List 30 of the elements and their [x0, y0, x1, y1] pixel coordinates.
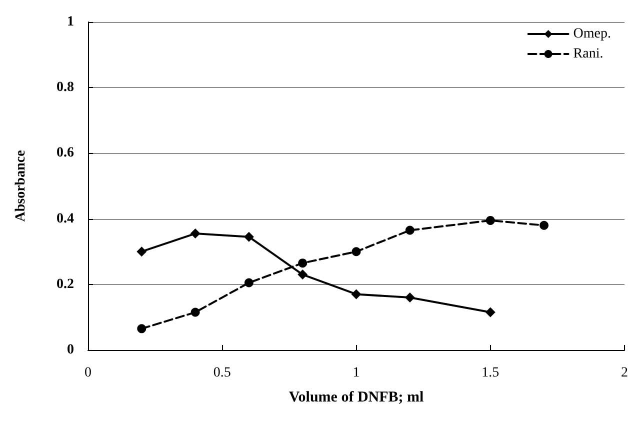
- y-tick-label: 0.8: [56, 80, 74, 96]
- point: [298, 270, 308, 280]
- point: [404, 292, 415, 303]
- y-axis-title: Absorbance: [14, 150, 28, 222]
- point: [486, 216, 495, 225]
- point: [405, 226, 414, 235]
- point: [298, 258, 308, 268]
- x-axis-title: Volume of DNFB; ml: [288, 390, 424, 406]
- x-tick-label: 1: [352, 366, 360, 380]
- y-tick-label: 0: [67, 342, 74, 358]
- x-tick-label: 2: [621, 366, 628, 380]
- point: [244, 278, 254, 288]
- point: [190, 308, 200, 317]
- point: [190, 228, 200, 239]
- point: [485, 307, 496, 318]
- y-tick-label: 0.4: [56, 211, 74, 226]
- x-tick-label: 0.5: [213, 366, 231, 380]
- y-tick-label: 0.6: [56, 146, 74, 161]
- legend-label: Omep.: [573, 26, 612, 42]
- point: [351, 289, 362, 300]
- point: [244, 232, 254, 242]
- x-tick-label: 1.5: [482, 366, 500, 380]
- y-tick-label: 0.2: [56, 276, 74, 292]
- legend-label: Rani.: [573, 46, 604, 62]
- x-tick-label: 0: [84, 366, 92, 380]
- point: [137, 324, 146, 334]
- point: [352, 247, 361, 256]
- y-tick-label: 1: [67, 14, 74, 30]
- point: [136, 246, 147, 257]
- point: [540, 220, 549, 230]
